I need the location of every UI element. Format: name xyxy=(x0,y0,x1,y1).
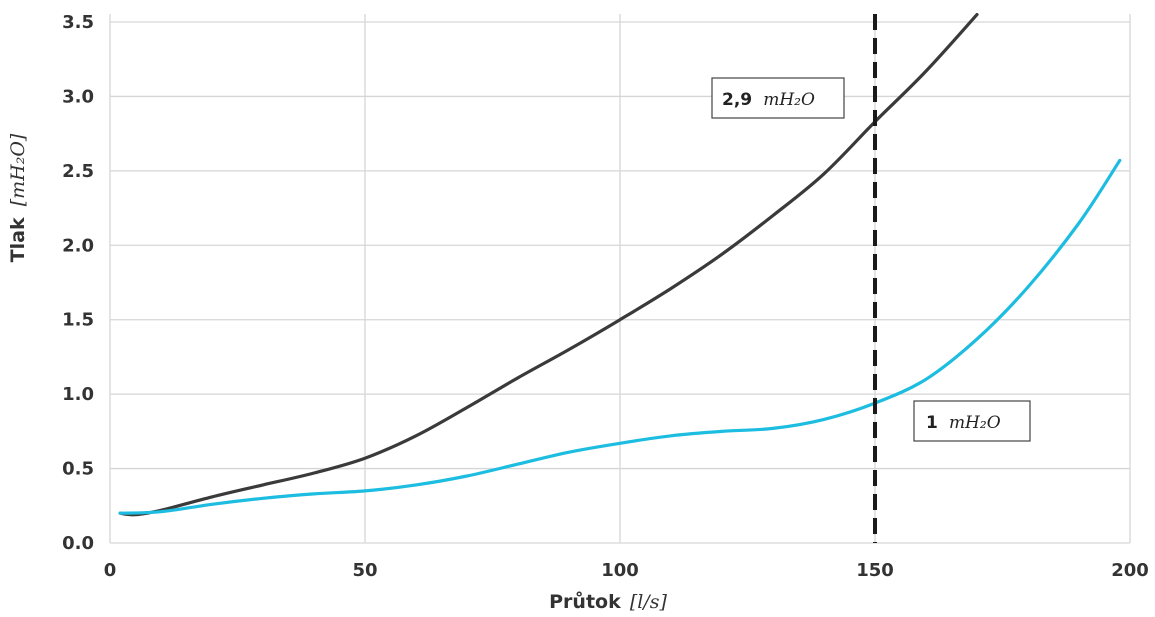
x-tick-label: 200 xyxy=(1111,560,1149,581)
x-axis-title: Průtok [l/s] xyxy=(549,590,667,613)
annotation-lower-value: 1 xyxy=(926,413,938,433)
y-axis-title: Tlak [mH₂O] xyxy=(7,133,29,262)
x-tick-label: 100 xyxy=(601,560,639,581)
annotation-upper-value: 2,9 xyxy=(722,90,752,110)
y-tick-label: 2.5 xyxy=(62,161,94,182)
y-axis-ticks: 0.0 0.5 1.0 1.5 2.0 2.5 3.0 3.5 xyxy=(62,12,94,554)
annotation-upper-unit: mH₂O xyxy=(763,90,815,110)
y-tick-label: 2.0 xyxy=(62,235,94,256)
chart-series xyxy=(118,13,1122,517)
y-tick-label: 3.5 xyxy=(62,12,94,33)
x-axis-label: Průtok xyxy=(549,590,621,613)
y-axis-label: Tlak xyxy=(7,217,29,262)
x-tick-label: 0 xyxy=(104,560,117,581)
y-tick-label: 0.5 xyxy=(62,459,94,480)
annotation-lower-unit: mH₂O xyxy=(949,413,1001,433)
y-tick-label: 0.0 xyxy=(62,533,94,554)
svg-text:2,9 mH₂O: 2,9 mH₂O xyxy=(722,90,815,110)
annotation-upper: 2,9 mH₂O xyxy=(711,77,845,119)
series-line-cyan xyxy=(118,158,1122,515)
svg-text:1 mH₂O: 1 mH₂O xyxy=(926,413,1001,433)
x-axis-unit: [l/s] xyxy=(630,591,668,613)
annotation-lower: 1 mH₂O xyxy=(913,400,1031,442)
y-tick-label: 1.0 xyxy=(62,384,94,405)
chart-grid xyxy=(109,14,1131,544)
y-tick-label: 1.5 xyxy=(62,310,94,331)
x-axis-ticks: 0 50 100 150 200 xyxy=(104,560,1149,581)
y-tick-label: 3.0 xyxy=(62,86,94,107)
x-tick-label: 150 xyxy=(856,560,894,581)
y-axis-unit: [mH₂O] xyxy=(7,133,29,206)
x-tick-label: 50 xyxy=(352,560,377,581)
series-line-dark xyxy=(118,13,979,517)
